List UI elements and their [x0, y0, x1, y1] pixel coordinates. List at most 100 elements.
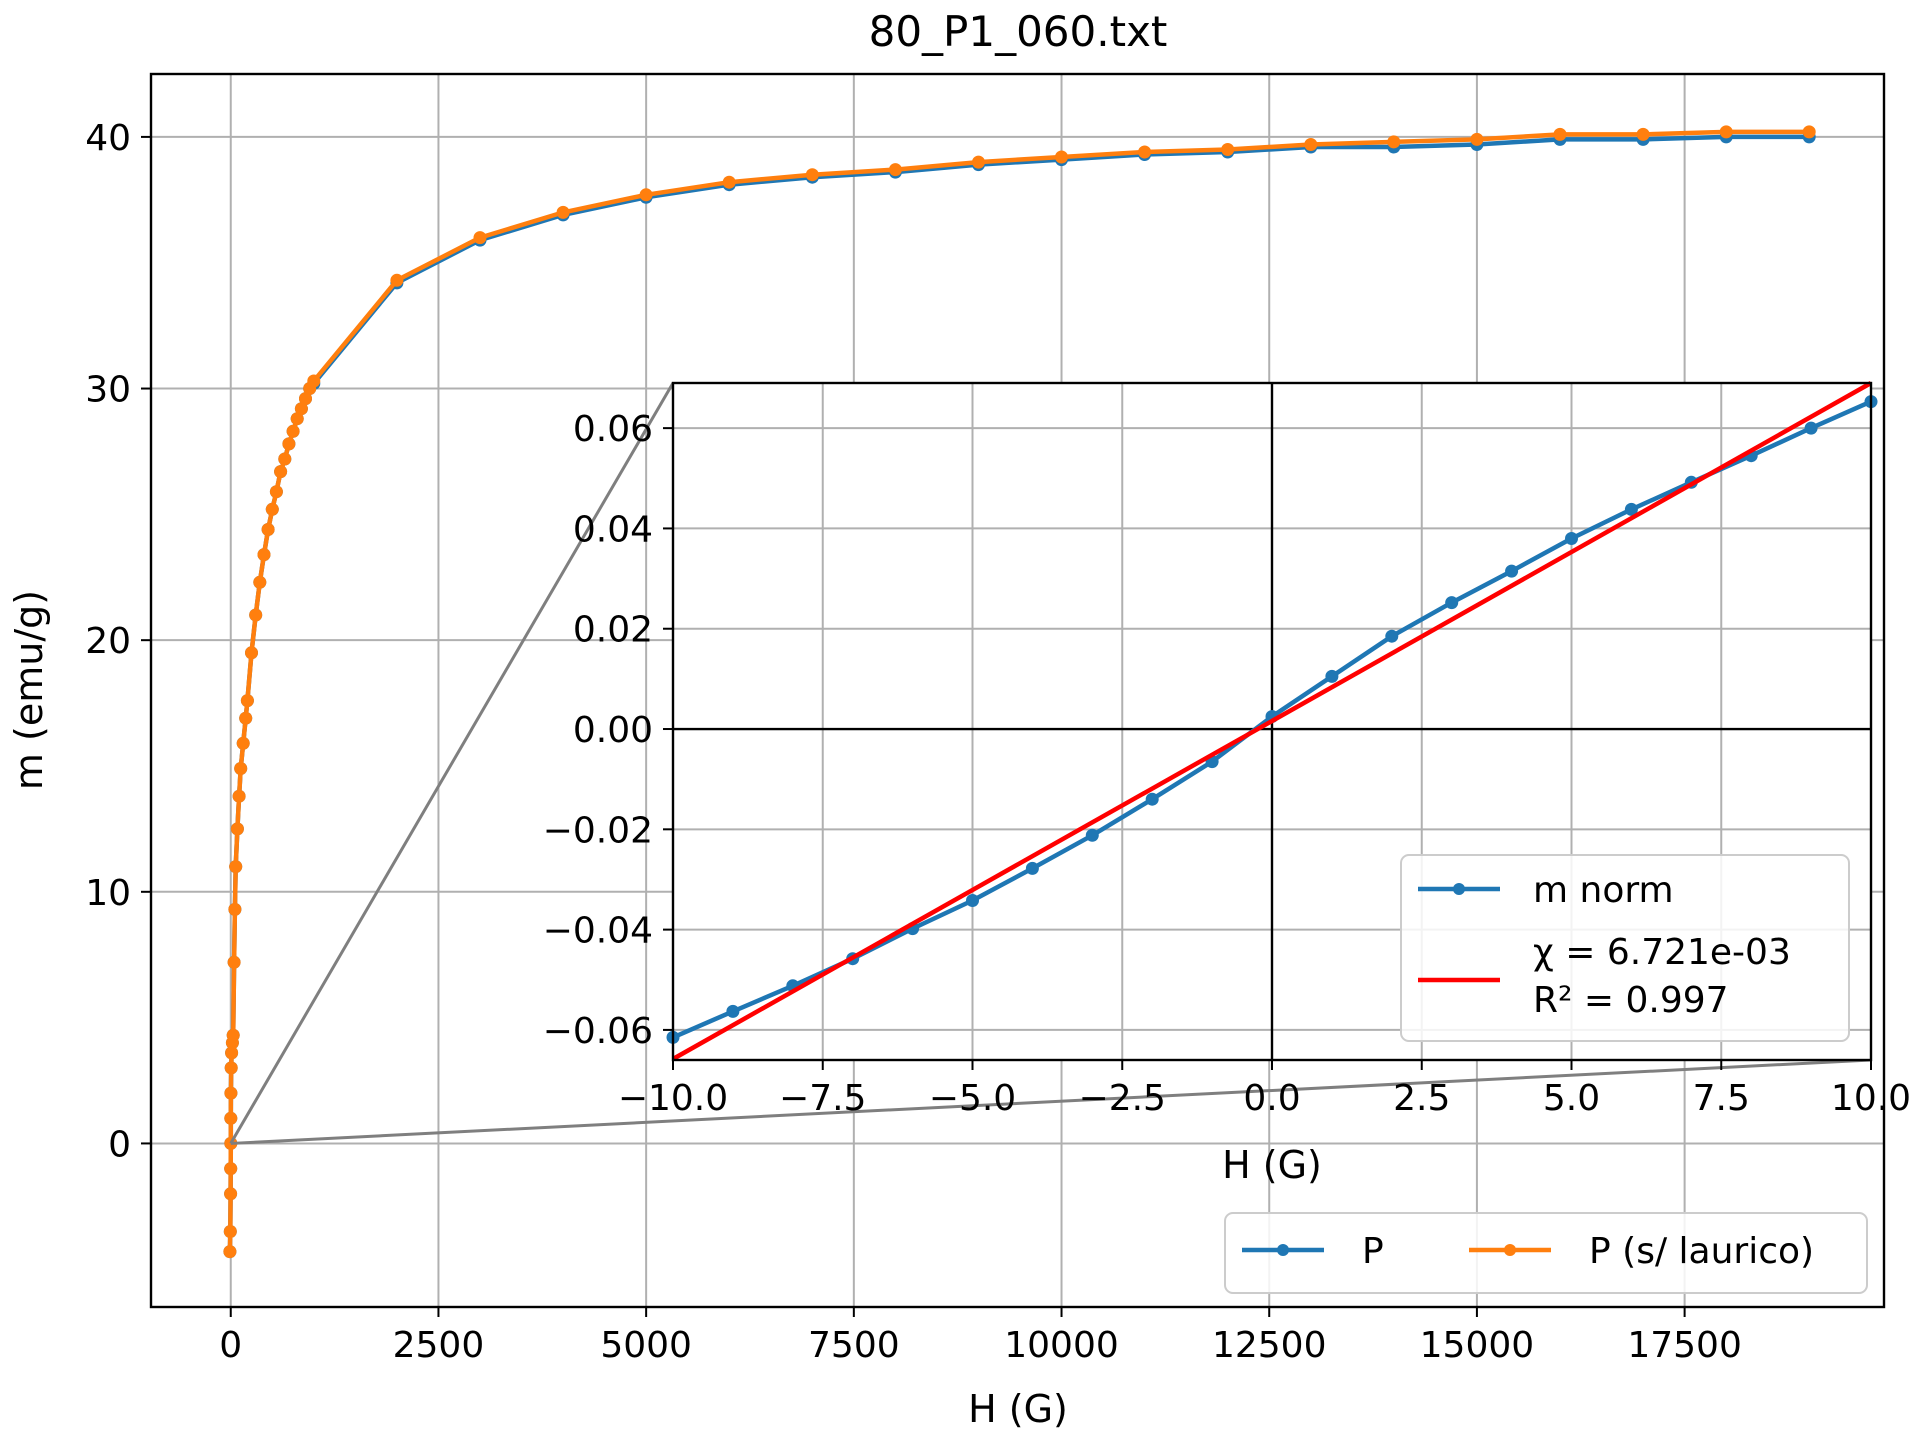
- data-point-m-norm: [1385, 629, 1399, 643]
- main-legend: P P (s/ laurico): [1224, 1212, 1868, 1294]
- data-point-p-s-laurico: [223, 1245, 237, 1259]
- data-point-p-s-laurico: [888, 163, 902, 177]
- data-point-p-s-laurico: [257, 548, 271, 562]
- inset-x-tick-label: −10.0: [618, 1078, 728, 1119]
- main-x-tick-label: 2500: [393, 1325, 485, 1366]
- data-point-p-s-laurico: [556, 205, 570, 219]
- legend-label-fit-r2: R² = 0.997: [1533, 980, 1729, 1021]
- legend-label-p: P: [1362, 1231, 1384, 1272]
- data-point-m-norm: [1025, 861, 1039, 875]
- data-point-p-s-laurico: [230, 822, 244, 836]
- chart-title: 80_P1_060.txt: [869, 7, 1168, 56]
- main-x-axis-label: H (G): [968, 1387, 1068, 1431]
- inset-x-axis-label: H (G): [1222, 1143, 1322, 1187]
- main-y-tick-label: 40: [85, 118, 131, 159]
- data-point-p-s-laurico: [278, 452, 292, 466]
- data-point-m-norm: [726, 1004, 740, 1018]
- series-line-linear-fit: [671, 381, 1873, 1061]
- main-y-tick-label: 20: [85, 621, 131, 662]
- inset-x-tick-label: 5.0: [1543, 1078, 1600, 1119]
- main-y-axis-label: m (emu/g): [7, 590, 51, 790]
- data-point-p-s-laurico: [240, 694, 254, 708]
- main-x-tick-label: 17500: [1627, 1325, 1742, 1366]
- legend-marker-m-norm: [1453, 883, 1465, 895]
- data-point-m-norm: [1445, 596, 1459, 610]
- data-point-p-s-laurico: [1802, 125, 1816, 139]
- data-point-p-s-laurico: [390, 273, 404, 287]
- data-point-p-s-laurico: [261, 523, 275, 536]
- inset-x-tick-label: 7.5: [1693, 1078, 1750, 1119]
- zoom-connectors: [229, 382, 1872, 1145]
- inset-x-tick-label: 2.5: [1393, 1078, 1450, 1119]
- main-axis-ticks: 0 2500 5000 7500 10000 12500 15000 17500 0 10 20 30…: [85, 118, 1742, 1366]
- main-x-tick-label: 12500: [1212, 1325, 1327, 1366]
- data-point-p-s-laurico: [226, 1028, 240, 1042]
- data-point-p-s-laurico: [1387, 135, 1401, 149]
- data-point-p-s-laurico: [223, 1225, 237, 1238]
- inset-x-tick-label: −5.0: [929, 1078, 1016, 1119]
- main-x-tick-label: 5000: [600, 1325, 692, 1366]
- data-point-p-s-laurico: [224, 1187, 238, 1201]
- inset-legend: m norm χ = 6.721e-03 R² = 0.997: [1400, 854, 1850, 1042]
- data-point-p-s-laurico: [228, 902, 242, 916]
- data-point-p-s-laurico: [722, 175, 736, 189]
- data-point-p-s-laurico: [269, 485, 283, 499]
- data-point-p-s-laurico: [1636, 127, 1650, 141]
- legend-label-fit-chi: χ = 6.721e-03: [1533, 932, 1791, 973]
- data-point-m-norm: [1804, 421, 1818, 435]
- data-point-m-norm: [1505, 564, 1519, 578]
- data-point-p-s-laurico: [473, 231, 487, 245]
- main-y-tick-label: 30: [85, 370, 131, 411]
- inset-x-tick-label: −2.5: [1079, 1078, 1166, 1119]
- data-point-p-s-laurico: [229, 860, 243, 874]
- inset-y-tick-label: −0.06: [543, 1011, 653, 1052]
- main-y-tick-label: 0: [108, 1124, 131, 1165]
- data-point-p-s-laurico: [1221, 143, 1235, 156]
- data-point-p-s-laurico: [639, 188, 653, 202]
- inset-y-tick-label: 0.02: [573, 610, 653, 651]
- data-point-p-s-laurico: [265, 502, 279, 516]
- inset-axis-ticks: −10.0 −7.5 −5.0 −2.5 0.0 2.5 5.0 7.5 10.0 −0.06 −0…: [543, 409, 1911, 1119]
- inset-y-tick-label: −0.02: [543, 810, 653, 851]
- data-point-m-norm: [1624, 502, 1638, 516]
- data-point-p-s-laurico: [236, 736, 250, 750]
- legend-marker-p: [1277, 1244, 1289, 1256]
- main-x-tick-label: 10000: [1004, 1325, 1119, 1366]
- data-point-p-s-laurico: [253, 575, 267, 589]
- main-x-tick-label: 0: [219, 1325, 242, 1366]
- data-point-p-s-laurico: [286, 424, 300, 438]
- main-series-layer: [223, 125, 1816, 1259]
- inset-y-tick-label: −0.04: [543, 911, 653, 952]
- legend-label-p-laurico: P (s/ laurico): [1589, 1231, 1814, 1272]
- data-point-m-norm: [1085, 828, 1099, 842]
- main-x-tick-label: 7500: [808, 1325, 900, 1366]
- data-point-p-s-laurico: [227, 955, 241, 969]
- data-point-p-s-laurico: [1055, 150, 1068, 164]
- data-point-p-s-laurico: [1304, 138, 1318, 151]
- data-point-p-s-laurico: [239, 711, 253, 725]
- zoom-connector-line: [229, 382, 675, 1145]
- data-point-p-s-laurico: [307, 374, 321, 388]
- main-y-tick-label: 10: [85, 873, 131, 914]
- inset-x-tick-label: 0.0: [1243, 1078, 1300, 1119]
- data-point-p-s-laurico: [249, 608, 263, 622]
- data-point-p-s-laurico: [299, 392, 312, 406]
- main-x-tick-label: 15000: [1420, 1325, 1535, 1366]
- data-point-p-s-laurico: [224, 1061, 238, 1075]
- data-point-p-s-laurico: [245, 646, 258, 660]
- inset-x-tick-label: −7.5: [779, 1078, 866, 1119]
- data-point-m-norm: [1565, 532, 1578, 545]
- data-point-p-s-laurico: [232, 789, 246, 803]
- legend-label-m-norm: m norm: [1533, 870, 1674, 911]
- data-point-p-s-laurico: [972, 155, 985, 169]
- data-point-m-norm: [1145, 792, 1159, 806]
- inset-y-tick-label: 0.00: [573, 710, 653, 751]
- data-point-p-s-laurico: [224, 1086, 238, 1100]
- data-point-p-s-laurico: [234, 762, 248, 775]
- data-point-p-s-laurico: [282, 437, 296, 451]
- main-plot-frame: [149, 72, 1886, 1309]
- zoom-connector-line: [230, 1058, 1872, 1145]
- data-point-p-s-laurico: [274, 465, 288, 479]
- data-point-p-s-laurico: [1719, 125, 1733, 139]
- data-point-m-norm: [1325, 669, 1339, 683]
